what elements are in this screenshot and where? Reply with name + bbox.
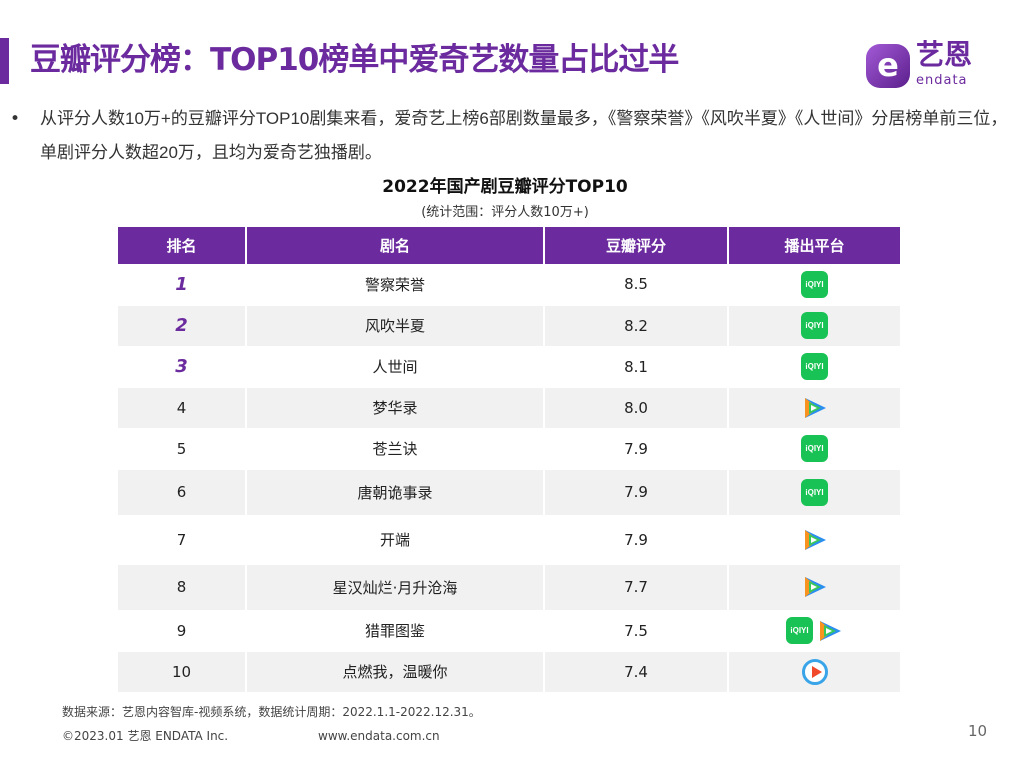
data-source: 数据来源：艺恩内容智库-视频系统，数据统计周期：2022.1.1-2022.12… — [62, 705, 481, 719]
platform-cell: iQIYI — [728, 428, 900, 470]
score-cell: 8.0 — [544, 387, 729, 429]
logo-mark-icon: e — [866, 44, 910, 88]
col-platform: 播出平台 — [728, 227, 900, 264]
rank-cell: 7 — [118, 515, 247, 565]
drama-name-cell: 梦华录 — [246, 387, 545, 429]
table-row: 9 猎罪图鉴 7.5 iQIYI — [118, 610, 900, 652]
platform-cell: iQIYI — [728, 469, 900, 516]
table-row: 3 人世间 8.1 iQIYI — [118, 346, 900, 388]
table-row: 1 警察荣誉 8.5 iQIYI — [118, 264, 900, 306]
score-cell: 7.9 — [544, 515, 729, 565]
table-row: 7 开端 7.9 — [118, 515, 900, 565]
platform-cell: iQIYI — [728, 346, 900, 388]
drama-name-cell: 猎罪图鉴 — [246, 610, 545, 652]
platform-cell: iQIYI — [728, 264, 900, 306]
table-title: 2022年国产剧豆瓣评分TOP10 — [382, 177, 628, 197]
logo-en: endata — [916, 73, 968, 88]
logo-cn: 艺恩 — [916, 38, 973, 71]
tencent-video-icon — [802, 528, 828, 552]
col-score: 豆瓣评分 — [544, 227, 729, 264]
col-name: 剧名 — [246, 227, 545, 264]
drama-name-cell: 唐朝诡事录 — [246, 469, 545, 516]
table-row: 10 点燃我，温暖你 7.4 — [118, 651, 900, 693]
platform-cell: iQIYI — [728, 610, 900, 652]
rank-cell: 6 — [118, 469, 247, 516]
platform-cell — [728, 387, 900, 429]
iqiyi-icon: iQIYI — [801, 435, 828, 462]
tencent-video-icon — [817, 619, 843, 643]
platform-cell — [728, 564, 900, 611]
ranking-table: 排名 剧名 豆瓣评分 播出平台 1 警察荣誉 8.5 iQIYI 2 风吹半夏 8… — [118, 227, 900, 693]
iqiyi-icon: iQIYI — [801, 270, 828, 298]
table-row: 2 风吹半夏 8.2 iQIYI — [118, 305, 900, 347]
table-row: 6 唐朝诡事录 7.9 iQIYI — [118, 469, 900, 516]
title-accent-bar — [0, 38, 9, 84]
score-cell: 7.7 — [544, 564, 729, 611]
platform-cell: iQIYI — [728, 305, 900, 347]
rank-cell: 5 — [118, 428, 247, 470]
tencent-video-icon — [802, 396, 828, 420]
col-rank: 排名 — [118, 227, 247, 264]
drama-name-cell: 开端 — [246, 515, 545, 565]
table-row: 5 苍兰诀 7.9 iQIYI — [118, 428, 900, 470]
iqiyi-icon: iQIYI — [786, 617, 813, 644]
drama-name-cell: 苍兰诀 — [246, 428, 545, 470]
score-cell: 7.9 — [544, 428, 729, 470]
score-cell: 7.4 — [544, 651, 729, 693]
youku-icon — [801, 658, 828, 685]
score-cell: 8.2 — [544, 305, 729, 347]
drama-name-cell: 警察荣誉 — [246, 264, 545, 306]
table-header-row: 排名 剧名 豆瓣评分 播出平台 — [118, 227, 900, 264]
rank-cell: 3 — [118, 346, 247, 388]
tencent-video-icon — [802, 575, 828, 599]
rank-cell: 10 — [118, 651, 247, 693]
platform-cell — [728, 651, 900, 693]
rank-cell: 9 — [118, 610, 247, 652]
drama-name-cell: 点燃我，温暖你 — [246, 651, 545, 693]
drama-name-cell: 星汉灿烂·月升沧海 — [246, 564, 545, 611]
score-cell: 8.5 — [544, 264, 729, 306]
iqiyi-icon: iQIYI — [801, 353, 828, 380]
rank-cell: 8 — [118, 564, 247, 611]
summary-text: 从评分人数10万+的豆瓣评分TOP10剧集来看，爱奇艺上榜6部剧数量最多，《警察… — [40, 109, 1008, 162]
page-title: 豆瓣评分榜：TOP10榜单中爱奇艺数量占比过半 — [30, 42, 679, 78]
score-cell: 7.5 — [544, 610, 729, 652]
drama-name-cell: 风吹半夏 — [246, 305, 545, 347]
score-cell: 7.9 — [544, 469, 729, 516]
rank-cell: 1 — [118, 264, 247, 306]
iqiyi-icon: iQIYI — [801, 478, 828, 506]
website-link[interactable]: www.endata.com.cn — [318, 729, 440, 743]
platform-cell — [728, 515, 900, 565]
copyright: ©2023.01 艺恩 ENDATA Inc. — [62, 729, 229, 743]
rank-cell: 2 — [118, 305, 247, 347]
bullet-icon: • — [10, 109, 21, 129]
rank-cell: 4 — [118, 387, 247, 429]
endata-logo: e 艺恩 endata — [866, 40, 996, 92]
iqiyi-icon: iQIYI — [801, 312, 828, 339]
page-number: 10 — [968, 722, 988, 740]
table-row: 4 梦华录 8.0 — [118, 387, 900, 429]
table-row: 8 星汉灿烂·月升沧海 7.7 — [118, 564, 900, 611]
table-subtitle: (统计范围：评分人数10万+) — [421, 205, 589, 220]
drama-name-cell: 人世间 — [246, 346, 545, 388]
score-cell: 8.1 — [544, 346, 729, 388]
